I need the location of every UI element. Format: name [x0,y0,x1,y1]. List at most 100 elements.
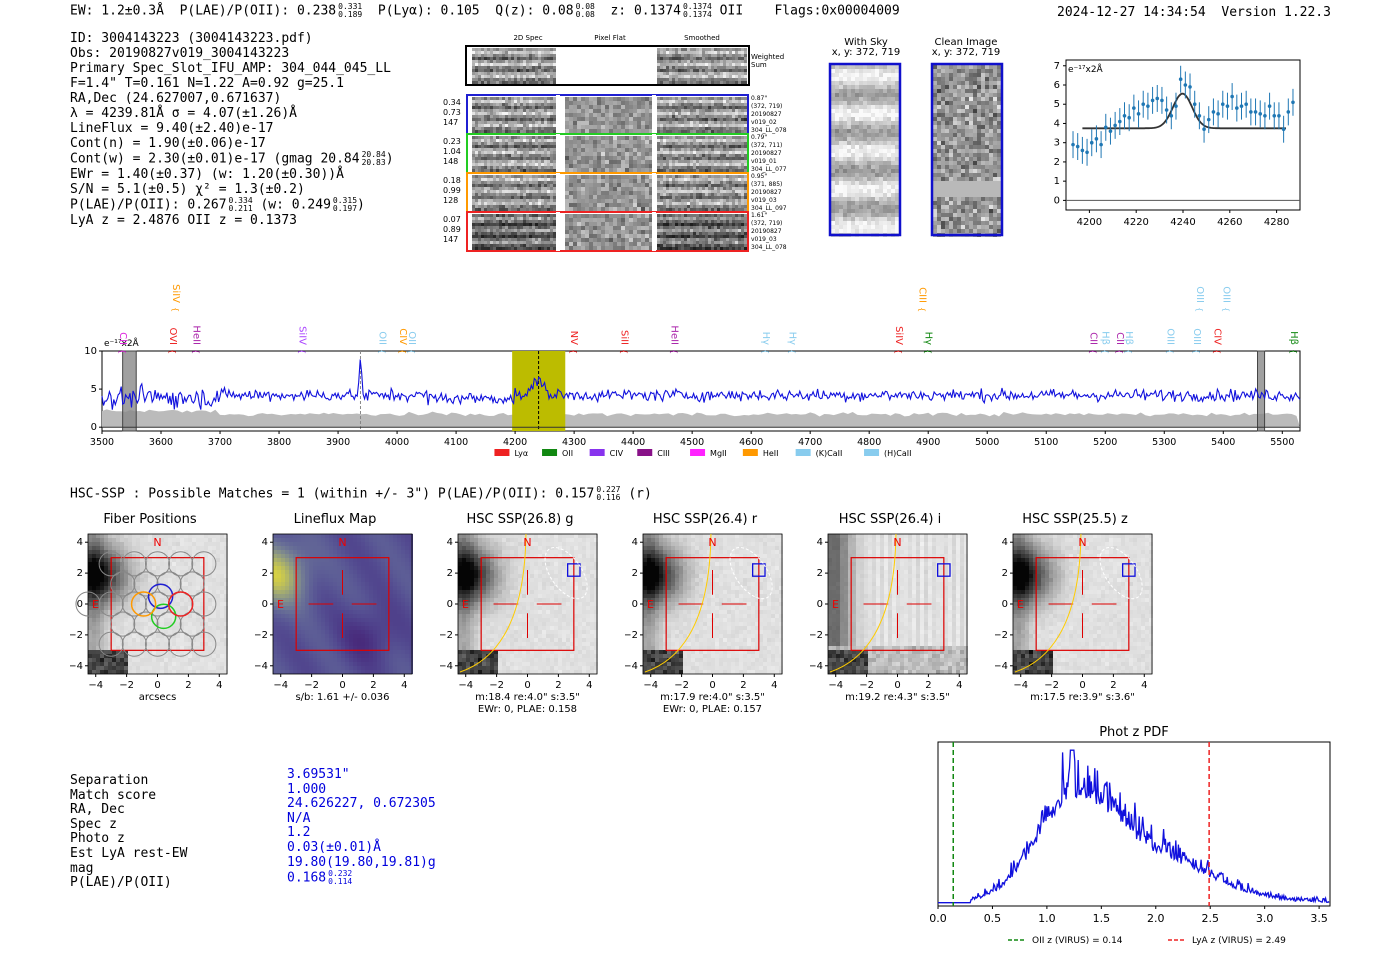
pixel [490,112,493,115]
pixel [617,199,621,203]
pixel [511,184,514,187]
pixel [681,169,684,172]
header-plae-range: 0.331 0.189 [338,2,363,19]
pixel [541,100,544,103]
pixel [601,246,605,250]
pixel [593,125,597,129]
pixel [613,140,617,144]
pixel [887,81,891,85]
pixel [553,97,556,100]
pixel [699,109,702,112]
pixel [690,54,693,57]
pixel [535,229,538,232]
pixel [496,220,499,223]
fiber-flat [565,97,653,133]
pixel [541,220,544,223]
pixel [847,161,851,165]
pixel [699,157,702,160]
pixel [729,48,732,51]
pixel [723,63,726,66]
pixel [672,60,675,63]
pixel [529,66,532,69]
pixel [577,160,581,164]
pixel [847,145,851,149]
pixel [875,153,879,157]
pixel [475,160,478,163]
pixel [585,230,589,234]
pixel [859,189,863,193]
pixel [859,113,863,117]
pixel [508,51,511,54]
pixel [523,63,526,66]
pixel [487,139,490,142]
pixel [744,121,747,124]
pixel [702,57,705,60]
pixel [863,193,867,197]
pixel [633,152,637,156]
pixel [508,229,511,232]
pixel [723,226,726,229]
pixel [699,130,702,133]
pixel [526,66,529,69]
pixel [839,81,843,85]
pixel [723,72,726,75]
pixel [675,160,678,163]
pixel [879,149,883,153]
pixel [629,238,633,242]
pixel [597,129,601,133]
pixel [711,130,714,133]
pixel [660,184,663,187]
pixel [502,163,505,166]
pixel [520,112,523,115]
pixel [502,169,505,172]
pixel [855,153,859,157]
pixel [633,148,637,152]
pixel [649,234,653,238]
pixel [613,121,617,125]
pixel [499,214,502,217]
pixel [609,125,613,129]
pixel [605,125,609,129]
pixel [472,130,475,133]
pixel [675,157,678,160]
pixel [693,106,696,109]
pixel [547,232,550,235]
pixel [629,195,633,199]
pixel [613,175,617,179]
pixel [738,151,741,154]
pixel [517,151,520,154]
pixel [511,51,514,54]
pixel [666,220,669,223]
pixel [726,130,729,133]
pixel [484,54,487,57]
pixel [633,226,637,230]
pixel [744,178,747,181]
pixel [708,81,711,84]
pixel [605,230,609,234]
pixel [660,51,663,54]
pixel [523,54,526,57]
pixel [696,72,699,75]
pixel [735,139,738,142]
pixel [484,223,487,226]
pixel [705,157,708,160]
pixel [487,232,490,235]
pixel [581,101,585,105]
pixel [573,121,577,125]
pixel [678,81,681,84]
info-plae: P(LAE)/P(OII): 0.267 0.334 0.211 (w: 0.249… [70,196,365,213]
pixel [726,124,729,127]
pixel [675,238,678,241]
pixel [538,178,541,181]
pixel [831,101,835,105]
pixel [553,244,556,247]
pixel [511,103,514,106]
pixel [699,136,702,139]
pixel [835,105,839,109]
pixel [499,193,502,196]
pixel [499,190,502,193]
pixel [879,133,883,137]
pixel [565,117,569,121]
pixel [517,78,520,81]
pixel [672,160,675,163]
